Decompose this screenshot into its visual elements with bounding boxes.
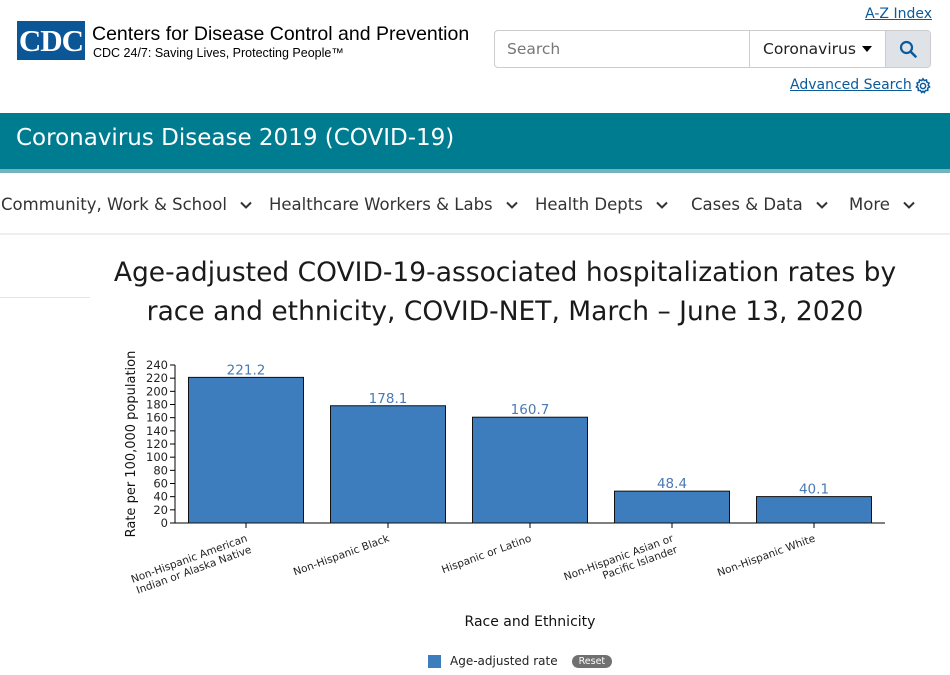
x-tick-label-line: Hispanic or Latino <box>440 533 533 577</box>
bar-value-label: 178.1 <box>369 391 408 407</box>
y-tick-label: 20 <box>153 503 168 517</box>
nav-item-label: Cases & Data <box>691 195 803 214</box>
org-name[interactable]: Centers for Disease Control and Preventi… <box>92 23 470 45</box>
bar-value-label: 221.2 <box>227 362 266 378</box>
legend-swatch[interactable] <box>428 654 441 668</box>
bar-value-label: 160.7 <box>511 402 550 418</box>
nav-item-cases-data[interactable]: Cases & Data <box>691 195 828 214</box>
topic-banner: Coronavirus Disease 2019 (COVID-19) <box>0 113 950 173</box>
nav-item-more[interactable]: More <box>849 195 915 214</box>
chart-title: Age-adjusted COVID-19-associated hospita… <box>113 257 897 327</box>
banner-title[interactable]: Coronavirus Disease 2019 (COVID-19) <box>16 125 455 151</box>
bar <box>472 416 588 524</box>
x-tick-label: Non-Hispanic White <box>716 533 817 580</box>
gear-icon[interactable] <box>914 77 932 95</box>
x-tick-label: Hispanic or Latino <box>440 533 533 577</box>
side-divider <box>0 297 90 298</box>
y-tick-label: 180 <box>146 398 168 412</box>
bar <box>614 490 730 524</box>
search-bar: Coronavirus <box>494 30 931 68</box>
search-scope-label: Coronavirus <box>763 40 856 58</box>
nav-item-label: Healthcare Workers & Labs <box>269 195 493 214</box>
cdc-logo[interactable]: CDC <box>17 21 85 60</box>
x-tick-label-line: Non-Hispanic Black <box>292 532 392 578</box>
x-tick-label: Non-Hispanic AmericanIndian or Alaska Na… <box>130 533 254 598</box>
legend-label[interactable]: Age-adjusted rate <box>450 654 558 668</box>
y-axis-label: Rate per 100,000 population <box>124 351 139 538</box>
chart-legend: Age-adjusted rate Reset <box>428 654 613 668</box>
nav-item-label: More <box>849 195 890 214</box>
search-button[interactable] <box>885 31 930 67</box>
x-tick-label-line: Non-Hispanic White <box>716 533 817 580</box>
chevron-down-icon <box>505 201 518 209</box>
x-tick-label: Non-Hispanic Black <box>292 532 392 578</box>
y-tick-label: 240 <box>146 358 168 372</box>
search-input[interactable] <box>495 31 749 67</box>
nav-item-health-depts[interactable]: Health Depts <box>535 195 668 214</box>
nav-item-label: Community, Work & School <box>1 195 227 214</box>
topic-nav: Community, Work & School Healthcare Work… <box>0 195 950 221</box>
y-tick-label: 80 <box>153 463 168 477</box>
chevron-down-icon <box>656 201 668 209</box>
search-icon <box>899 40 917 58</box>
chevron-down-icon <box>903 201 915 209</box>
chevron-down-icon <box>240 201 252 209</box>
advanced-search-link[interactable]: Advanced Search <box>790 77 912 93</box>
nav-divider <box>0 233 950 235</box>
nav-item-label: Health Depts <box>535 195 643 214</box>
chevron-down-icon <box>816 201 828 209</box>
y-tick-label: 60 <box>153 477 168 491</box>
nav-item-community-work-school[interactable]: Community, Work & School <box>1 195 252 214</box>
reset-button[interactable]: Reset <box>571 654 613 668</box>
tagline: CDC 24/7: Saving Lives, Protecting Peopl… <box>93 46 344 60</box>
bar-value-label: 40.1 <box>799 482 829 498</box>
x-tick-label: Non-Hispanic Asian orPacific Islander <box>562 532 679 594</box>
az-index-link[interactable]: A-Z Index <box>865 6 932 22</box>
y-tick-label: 200 <box>146 384 168 398</box>
nav-item-healthcare-workers-labs[interactable]: Healthcare Workers & Labs <box>269 195 518 214</box>
bar <box>188 376 304 524</box>
y-tick-label: 120 <box>146 437 168 451</box>
y-tick-label: 0 <box>161 516 168 530</box>
y-tick-label: 140 <box>146 424 168 438</box>
y-tick-label: 160 <box>146 411 168 425</box>
y-tick-label: 40 <box>153 490 168 504</box>
caret-down-icon <box>861 46 872 52</box>
search-scope-dropdown[interactable]: Coronavirus <box>749 31 885 67</box>
bar <box>756 496 872 524</box>
bar <box>330 405 446 524</box>
y-tick-label: 220 <box>146 371 168 385</box>
bar-value-label: 48.4 <box>657 476 687 492</box>
y-tick-label: 100 <box>146 450 168 464</box>
x-axis-label: Race and Ethnicity <box>465 614 596 630</box>
